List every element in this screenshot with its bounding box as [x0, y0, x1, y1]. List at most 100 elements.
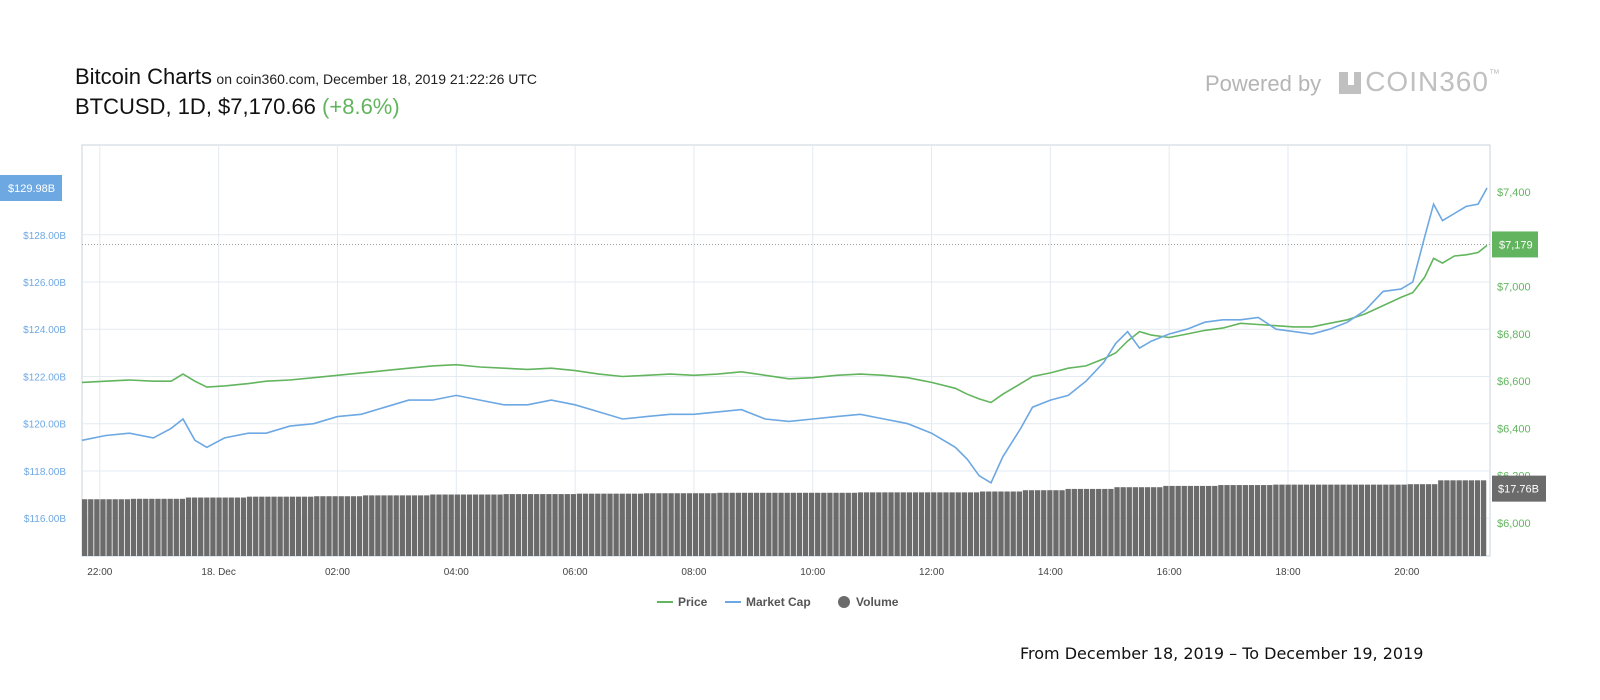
volume-bar [1224, 485, 1230, 556]
volume-bar [375, 495, 381, 556]
volume-bar [442, 494, 448, 556]
volume-bar [454, 494, 460, 556]
volume-bar [821, 492, 827, 556]
volume-bar [766, 492, 772, 556]
volume-bar [1132, 487, 1139, 556]
volume-bar [876, 492, 882, 556]
volume-bar [711, 493, 717, 556]
volume-bar [1254, 485, 1261, 556]
volume-bar [503, 494, 509, 556]
left-tick-label: $124.00B [23, 325, 66, 336]
volume-bar [381, 495, 387, 556]
volume-bar [460, 494, 467, 556]
brand-name: COIN360 [1365, 66, 1489, 97]
volume-bar [515, 494, 522, 556]
volume-bar [234, 497, 241, 556]
volume-bar [601, 493, 607, 556]
x-tick-label: 04:00 [444, 567, 469, 578]
volume-bar [979, 491, 986, 556]
volume-bar [1144, 487, 1151, 556]
volume-bar [191, 497, 198, 556]
volume-bar [1401, 484, 1407, 556]
volume-bar [314, 496, 320, 556]
price-change: (+8.6%) [322, 94, 400, 119]
volume-bar [1279, 484, 1285, 556]
volume-bar [961, 492, 967, 556]
volume-bar [931, 492, 937, 556]
volume-bar [833, 492, 839, 556]
volume-bar [1034, 490, 1041, 556]
volume-bar [735, 492, 741, 556]
volume-bar [1175, 485, 1181, 556]
right-tick-label: $6,400 [1497, 423, 1531, 435]
volume-bar [424, 495, 430, 556]
x-tick-label: 14:00 [1038, 567, 1063, 578]
volume-bar [143, 498, 149, 556]
volume-bar [1456, 480, 1462, 556]
x-tick-label: 10:00 [800, 567, 825, 578]
volume-bar [986, 491, 992, 556]
volume-bar [1334, 484, 1340, 556]
volume-bar [1089, 488, 1096, 556]
volume-bar [692, 493, 699, 556]
volume-bar [1462, 480, 1468, 556]
volume-bar [839, 492, 845, 556]
volume-bar [308, 496, 314, 556]
volume-bar [747, 492, 754, 556]
volume-bar [1187, 485, 1194, 556]
volume-bar [1468, 480, 1475, 556]
volume-bar [448, 494, 454, 556]
volume-bar [918, 492, 925, 556]
volume-bar [204, 497, 210, 556]
volume-bar [271, 496, 277, 556]
x-tick-label: 12:00 [919, 567, 944, 578]
volume-bar [1022, 490, 1029, 556]
right-tick-label: $6,600 [1497, 376, 1531, 388]
volume-bar [350, 496, 357, 556]
volume-bar [668, 493, 674, 556]
volume-bar [967, 492, 974, 556]
volume-bar [283, 496, 289, 556]
volume-bar [912, 492, 919, 556]
left-tick-label: $126.00B [23, 278, 66, 289]
volume-bar [863, 492, 870, 556]
volume-bar [472, 494, 479, 556]
volume-bar [289, 496, 296, 556]
volume-bar [179, 498, 186, 556]
volume-bar [937, 492, 943, 556]
volume-bar [1212, 485, 1218, 556]
volume-bar [240, 497, 247, 556]
volume-bar [387, 495, 393, 556]
volume-bar [998, 491, 1004, 556]
trademark: ™ [1488, 68, 1500, 80]
volume-bar [656, 493, 662, 556]
volume-bar [1151, 487, 1157, 556]
volume-bar [1438, 480, 1444, 556]
volume-bar [992, 491, 998, 556]
volume-bar [497, 494, 503, 556]
volume-bar [680, 493, 686, 556]
right-tick-label: $7,400 [1497, 187, 1531, 199]
volume-bar [1163, 485, 1169, 556]
x-tick-label: 18. Dec [201, 567, 235, 578]
volume-bar [320, 496, 326, 556]
volume-bar [784, 492, 790, 556]
volume-bar [534, 494, 540, 556]
volume-bar [277, 496, 283, 556]
volume-bar [1059, 490, 1065, 556]
pair-symbol: BTCUSD [75, 94, 166, 119]
powered-by[interactable]: Powered by COIN360™ [1205, 66, 1500, 98]
volume-bar [1358, 484, 1365, 556]
legend-label: Price [678, 595, 708, 609]
x-tick-label: 20:00 [1394, 567, 1419, 578]
volume-bar [405, 495, 412, 556]
volume-bar [1273, 484, 1279, 556]
volume-bar [1071, 488, 1077, 556]
volume-bar [637, 493, 644, 556]
volume-bar [540, 494, 546, 556]
volume-bar [1077, 488, 1084, 556]
volume-bar [1120, 487, 1126, 556]
volume-bar [1425, 484, 1432, 556]
left-tick-label: $116.00B [24, 514, 66, 525]
